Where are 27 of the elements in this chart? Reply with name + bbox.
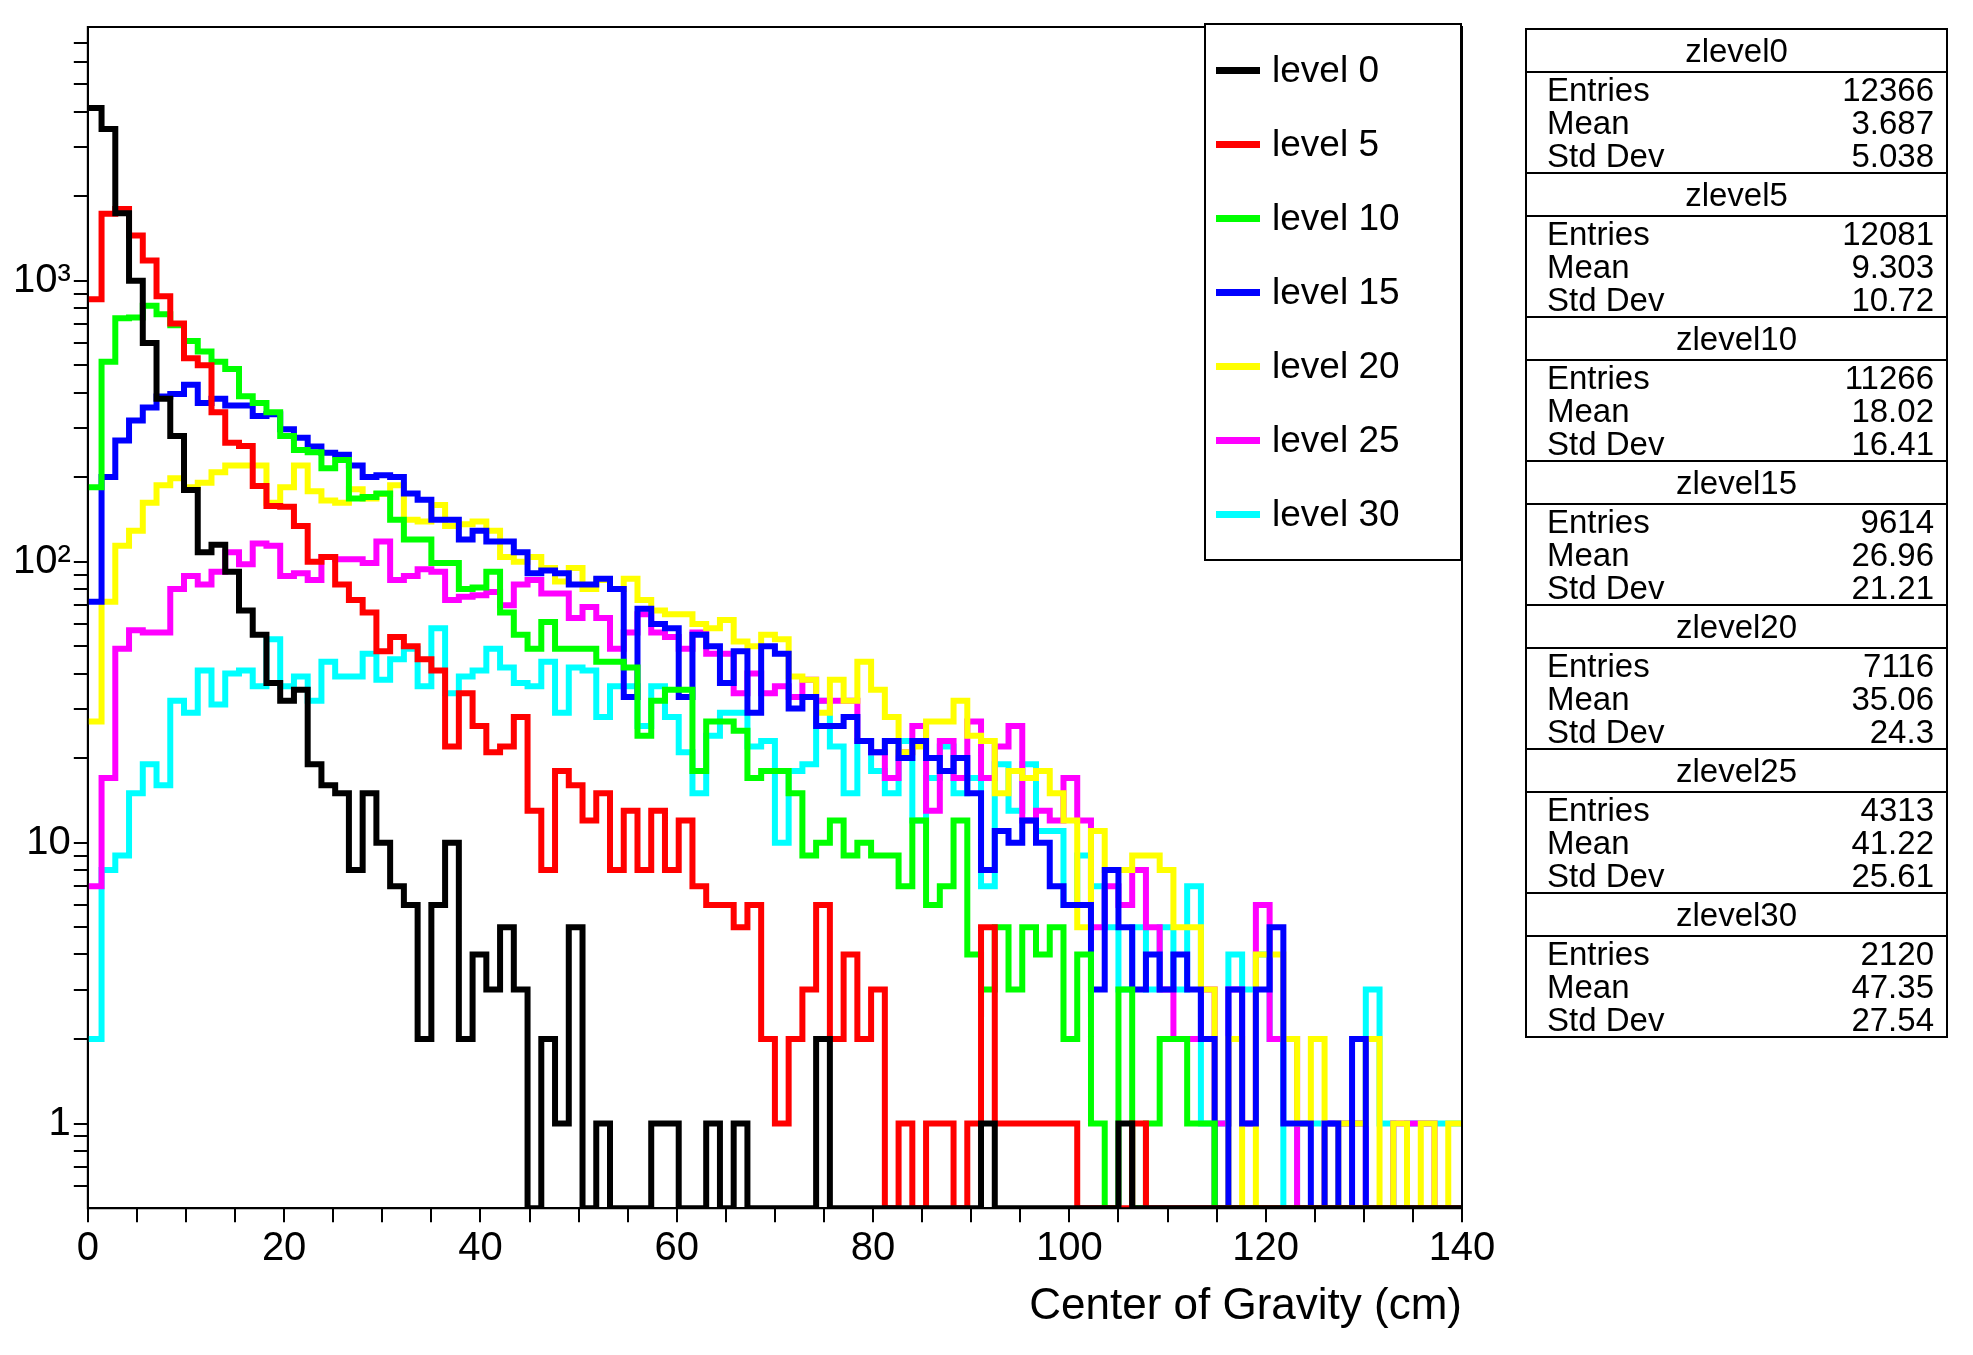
y-tick-label: 1: [48, 1098, 71, 1143]
x-tick-label: 140: [1428, 1224, 1496, 1269]
legend-label: level 30: [1272, 493, 1400, 535]
x-tick-label: 100: [1036, 1224, 1103, 1269]
y-tick-label: 10²: [13, 536, 71, 581]
x-tick-label: 20: [261, 1224, 307, 1269]
text: zlevel15: [1675, 464, 1798, 501]
legend-label: level 10: [1272, 197, 1400, 239]
legend-label: level 15: [1272, 271, 1400, 313]
y-tick-label: 10: [26, 817, 71, 862]
y-tick-label: 10³: [13, 255, 71, 300]
x-tick-label: 60: [654, 1224, 699, 1269]
text: zlevel30: [1675, 896, 1798, 933]
text: zlevel0: [1685, 32, 1788, 69]
text: zlevel20: [1675, 608, 1798, 645]
x-tick-label: 120: [1232, 1224, 1300, 1269]
x-tick-label: 0: [76, 1224, 99, 1269]
legend-label: level 0: [1272, 49, 1379, 91]
text: zlevel5: [1685, 176, 1788, 213]
text: zlevel25: [1675, 752, 1798, 789]
x-axis-title: Center of Gravity (cm): [1029, 1278, 1462, 1328]
legend-label: level 25: [1272, 419, 1400, 461]
text: zlevel10: [1675, 320, 1798, 357]
x-tick-label: 40: [458, 1224, 503, 1269]
legend-label: level 20: [1272, 345, 1400, 387]
x-tick-label: 80: [850, 1224, 896, 1269]
legend-label: level 5: [1272, 123, 1379, 165]
